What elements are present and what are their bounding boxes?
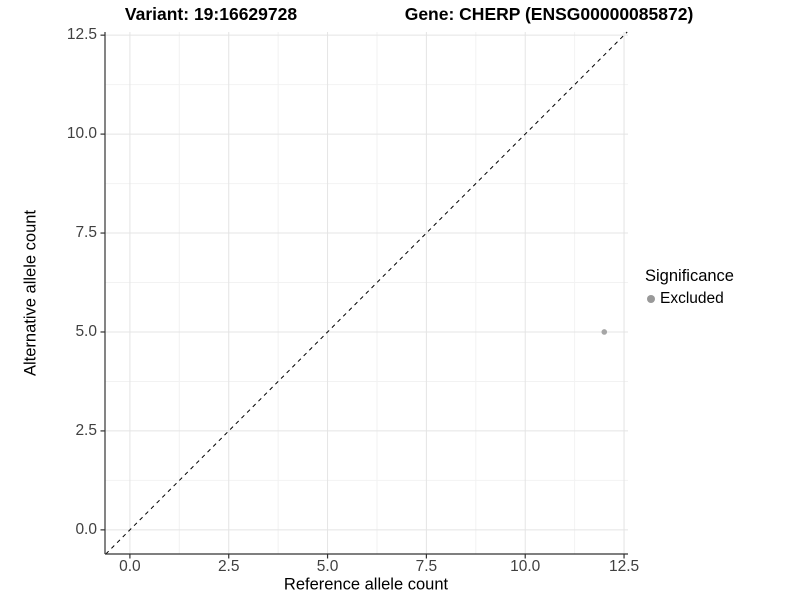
data-point — [601, 329, 608, 335]
y-axis-title: Alternative allele count — [21, 209, 40, 377]
x-axis-title: Reference allele count — [283, 575, 449, 594]
legend-title: Significance — [645, 267, 734, 285]
legend: Significance Excluded — [645, 266, 734, 308]
legend-item-label: Excluded — [660, 290, 724, 307]
y-tick-label: 7.5 — [75, 224, 97, 242]
x-tick-label: 0.0 — [119, 558, 141, 575]
x-tick-label: 2.5 — [217, 558, 240, 575]
plot-title-variant: Variant: 19:16629728 — [124, 4, 298, 24]
plot-title-gene: Gene: CHERP (ENSG00000085872) — [404, 4, 694, 24]
y-tick-label: 0.0 — [75, 520, 97, 538]
x-tick-label: 12.5 — [608, 558, 640, 575]
legend-item-excluded: Excluded — [645, 290, 734, 308]
y-tick-label: 10.0 — [66, 125, 97, 143]
y-tick-label: 12.5 — [66, 26, 97, 44]
excluded-dot-icon — [647, 295, 655, 303]
identity-line — [105, 31, 628, 555]
x-tick-label: 7.5 — [415, 558, 438, 575]
y-tick-label: 5.0 — [75, 322, 97, 340]
x-tick-label: 10.0 — [510, 558, 541, 575]
x-tick-label: 5.0 — [316, 558, 339, 575]
y-tick-label: 2.5 — [75, 421, 97, 439]
